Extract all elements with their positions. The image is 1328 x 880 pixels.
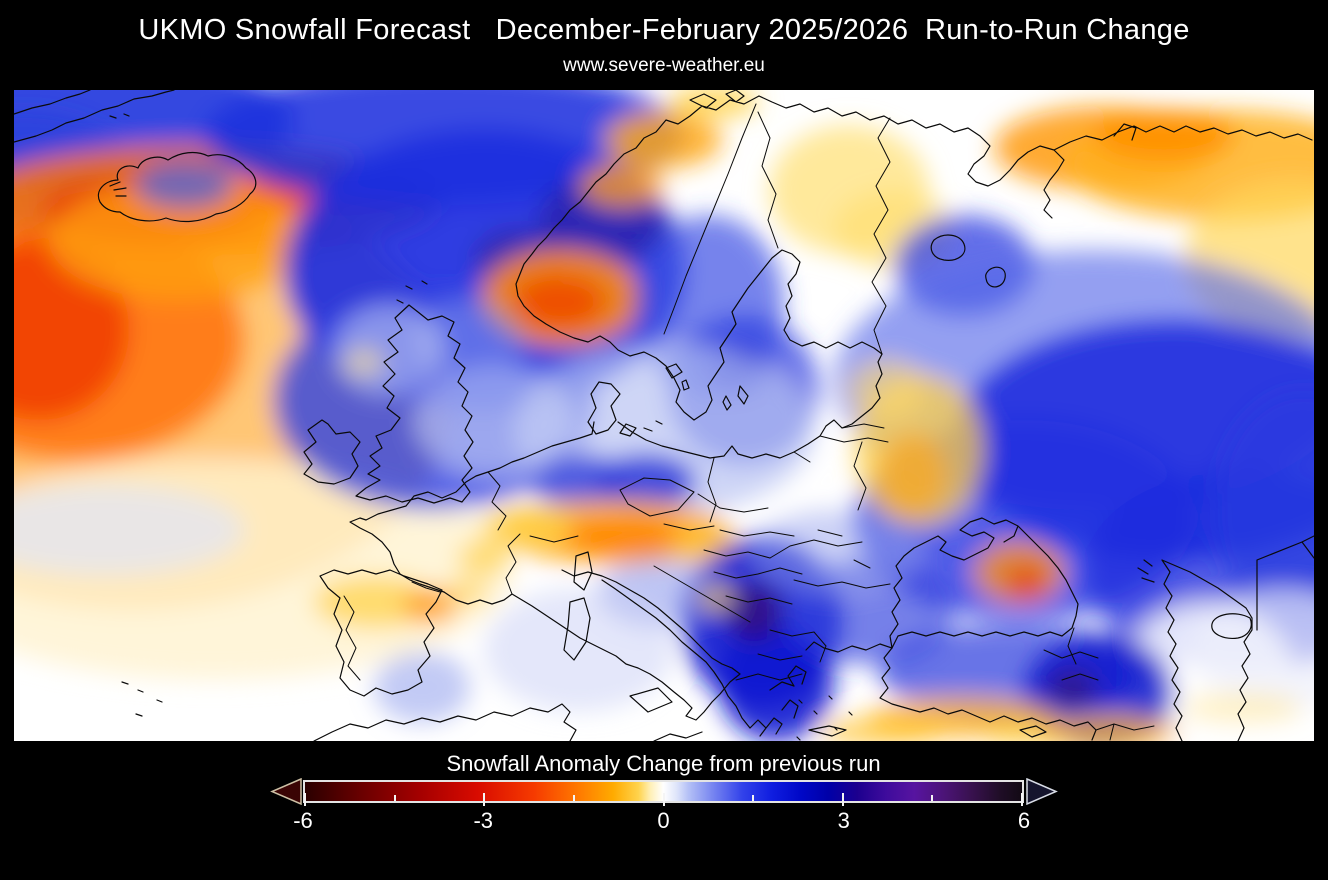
anomaly-blob-lofoten-orange xyxy=(606,112,722,168)
anomaly-blob-greece-deep-blue xyxy=(718,622,834,741)
coastline-britain xyxy=(355,280,474,504)
anomaly-blob-caucasus-red-core xyxy=(1006,567,1046,597)
anomaly-blob-eturkey-deep-blue xyxy=(1024,634,1174,741)
anomaly-blob-ural-blue xyxy=(1214,390,1314,630)
left-arrow-triangle xyxy=(270,778,302,805)
coastline-turkey-south xyxy=(879,647,1097,741)
colorbar-tick-label: -3 xyxy=(473,808,494,833)
coastline-caspian xyxy=(1137,559,1253,741)
colorbar-major-tick xyxy=(841,793,844,806)
coastline-kola-whitesea xyxy=(758,95,1313,219)
colorbar-right-arrow xyxy=(1026,778,1058,805)
anomaly-blob-czech-blue xyxy=(596,454,696,510)
anomaly-blob-espain-blue xyxy=(374,651,470,723)
coastline-ireland xyxy=(303,419,361,485)
colorbar-label: Snowfall Anomaly Change from previous ru… xyxy=(446,751,881,776)
anomaly-blob-north-sea-pale xyxy=(414,365,574,475)
border-sweden-finland xyxy=(757,111,779,249)
country-borders xyxy=(343,103,1155,741)
colorbar-minor-tick xyxy=(572,795,575,801)
anomaly-blob-biscay-pale-blue xyxy=(14,485,244,575)
colorbar-tick-label: -6 xyxy=(293,808,313,833)
coastline-iceland xyxy=(97,151,257,223)
colorbar-minor-tick xyxy=(931,795,934,801)
anomaly-blob-montenegro-yellow xyxy=(698,586,734,610)
colorbar-minor-tick xyxy=(752,795,755,801)
colorbar-major-tick xyxy=(1021,793,1023,806)
anomaly-blob-pechora-orange-core xyxy=(1094,109,1234,161)
border-finland-russia xyxy=(871,117,891,355)
border-poland xyxy=(707,441,867,523)
anomaly-blob-north-cape-yellow xyxy=(669,90,759,118)
border-romania xyxy=(769,529,891,589)
border-norway-sweden xyxy=(663,103,757,335)
coastline-balkans-greece xyxy=(601,579,893,741)
colorbar-tick-label: 3 xyxy=(837,808,850,833)
anomaly-field-layer xyxy=(14,90,1314,741)
border-iberia-france xyxy=(343,581,441,681)
colorbar-left-arrow xyxy=(270,778,302,805)
anomaly-blob-kazakh-pale xyxy=(1194,590,1314,710)
anomaly-blob-scotland-yellow xyxy=(344,349,384,375)
anomaly-blob-romania-pale-blue xyxy=(751,510,921,594)
border-balkans xyxy=(653,549,827,681)
anomaly-blob-swiss-yellow xyxy=(480,504,572,548)
coastline-blacksea xyxy=(889,517,1079,649)
coastline-denmark xyxy=(587,381,663,437)
coastline-italy xyxy=(443,551,741,721)
coastline-layer xyxy=(14,90,1314,741)
colorbar-minor-tick xyxy=(393,795,396,801)
colorbar xyxy=(303,780,1024,806)
page-subtitle: www.severe-weather.eu xyxy=(563,55,765,76)
anomaly-blob-south-norway-red xyxy=(514,276,604,328)
anomaly-blob-piedmont-yellow xyxy=(458,540,510,576)
border-kazakhstan xyxy=(1256,535,1314,631)
colorbar-tick-label: 0 xyxy=(657,808,670,833)
anomaly-blob-ukraine-orange-core xyxy=(877,433,947,517)
coastline-greenland xyxy=(14,90,175,143)
anomaly-blob-balkan-purple-core xyxy=(726,582,782,642)
anomaly-blob-iceland-orange-ring xyxy=(49,180,309,300)
lakes-russia-sweden xyxy=(665,234,1006,391)
colorbar-major-tick xyxy=(483,793,486,806)
map-area xyxy=(14,90,1314,741)
europe-map-svg xyxy=(14,90,1314,741)
colorbar-tick-labels: -6 -3 0 3 6 xyxy=(293,808,1030,834)
anomaly-blob-seturkey-purple xyxy=(1048,669,1096,707)
anomaly-blob-alps-orange-core xyxy=(564,518,688,556)
anomaly-blob-sturkey-orange-2 xyxy=(820,717,944,741)
coastline-scandinavia xyxy=(515,90,883,421)
anomaly-blob-scotland-pale xyxy=(334,305,444,395)
coastline-africa xyxy=(121,681,703,741)
coastline-iberia xyxy=(319,569,443,697)
border-baltics xyxy=(793,423,889,463)
border-central-europe xyxy=(487,471,795,595)
page-title: UKMO Snowfall Forecast December-February… xyxy=(138,14,1190,46)
anomaly-blob-belarus-yellow xyxy=(848,360,924,420)
anomaly-blob-pyrenees-orange xyxy=(403,588,457,624)
colorbar-major-tick xyxy=(662,793,665,806)
anomaly-blob-italy-pale-blue xyxy=(484,588,674,712)
anomaly-blob-iceland-blue-pocket xyxy=(134,161,234,209)
anomaly-blob-anatolia-orange-east xyxy=(1039,715,1179,741)
anomaly-blob-lofoten-orange-2 xyxy=(580,163,664,207)
anomaly-blob-sgermany-blue xyxy=(531,454,627,510)
right-arrow-triangle xyxy=(1026,778,1058,805)
colorbar-major-tick xyxy=(304,793,306,806)
border-czech xyxy=(619,477,695,517)
border-caucasus-anatolia xyxy=(1043,627,1155,741)
colorbar-tick-label: 6 xyxy=(1017,808,1031,833)
